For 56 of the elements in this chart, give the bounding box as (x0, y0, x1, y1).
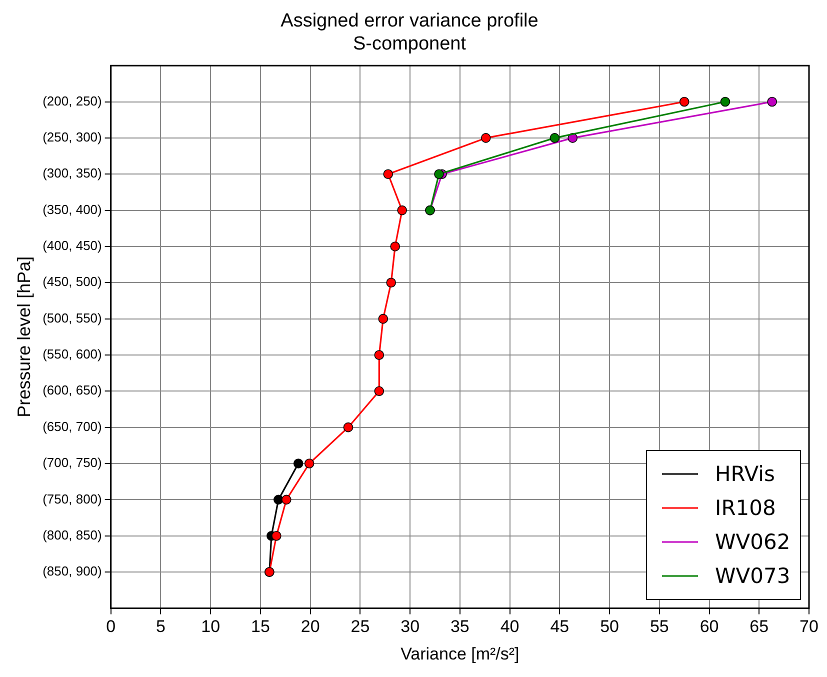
legend-label: WV062 (715, 530, 790, 554)
point (383, 169, 394, 180)
y-tick-label: (850, 900) (42, 564, 102, 579)
x-tick-label: 25 (350, 617, 370, 636)
x-tick-label: 55 (650, 617, 669, 636)
y-axis-title: Pressure level [hPa] (14, 256, 34, 418)
x-tick-label: 50 (600, 617, 619, 636)
x-tick-label: 70 (800, 617, 818, 636)
y-tick-label: (450, 500) (42, 274, 102, 290)
y-tick-label: (550, 600) (42, 346, 102, 362)
legend-label: HRVis (715, 462, 775, 486)
point (281, 494, 292, 505)
x-tick-label: 15 (251, 617, 270, 636)
legend-label: IR108 (715, 496, 776, 520)
chart-subtitle: S-component (352, 33, 467, 54)
point (679, 96, 690, 107)
y-tick-label: (750, 800) (42, 491, 102, 506)
point (480, 133, 491, 143)
y-tick-label: (250, 300) (42, 130, 102, 145)
x-tick-label: 0 (106, 617, 116, 636)
x-tick-label: 20 (300, 617, 320, 636)
y-tick-label: (600, 650) (42, 382, 102, 398)
point (374, 350, 384, 360)
y-tick-label: (800, 850) (42, 527, 102, 542)
point (374, 386, 384, 396)
legend-label: WV073 (715, 564, 790, 588)
point (434, 169, 444, 180)
x-tick-label: 5 (156, 617, 166, 636)
x-tick-label: 45 (550, 617, 570, 636)
y-tick-label: (650, 700) (42, 418, 102, 434)
point (390, 242, 400, 252)
y-tick-label: (700, 750) (42, 455, 102, 470)
point (386, 278, 396, 288)
x-tick-label: 60 (700, 617, 719, 636)
point (720, 96, 730, 107)
point (304, 458, 314, 468)
y-tick-label: (350, 400) (42, 202, 102, 217)
point (274, 494, 284, 505)
y-tick-label: (200, 250) (42, 93, 102, 108)
x-axis-title: Variance [m²/s²] (400, 644, 520, 664)
x-tick-label: 10 (201, 617, 220, 636)
y-tick-label: (500, 550) (42, 310, 102, 326)
point (293, 458, 304, 468)
chart-title: Assigned error variance profile (280, 10, 538, 32)
x-tick-label: 40 (500, 617, 520, 636)
x-tick-label: 30 (400, 617, 420, 636)
y-tick-label: (300, 350) (42, 166, 102, 181)
y-tick-label: (400, 450) (42, 238, 102, 254)
x-tick-label: 65 (750, 617, 769, 636)
point (397, 205, 407, 216)
x-tick-label: 35 (450, 617, 470, 636)
point (767, 96, 777, 107)
point (272, 530, 282, 541)
point (550, 133, 560, 143)
point (378, 314, 388, 324)
point (343, 422, 354, 432)
